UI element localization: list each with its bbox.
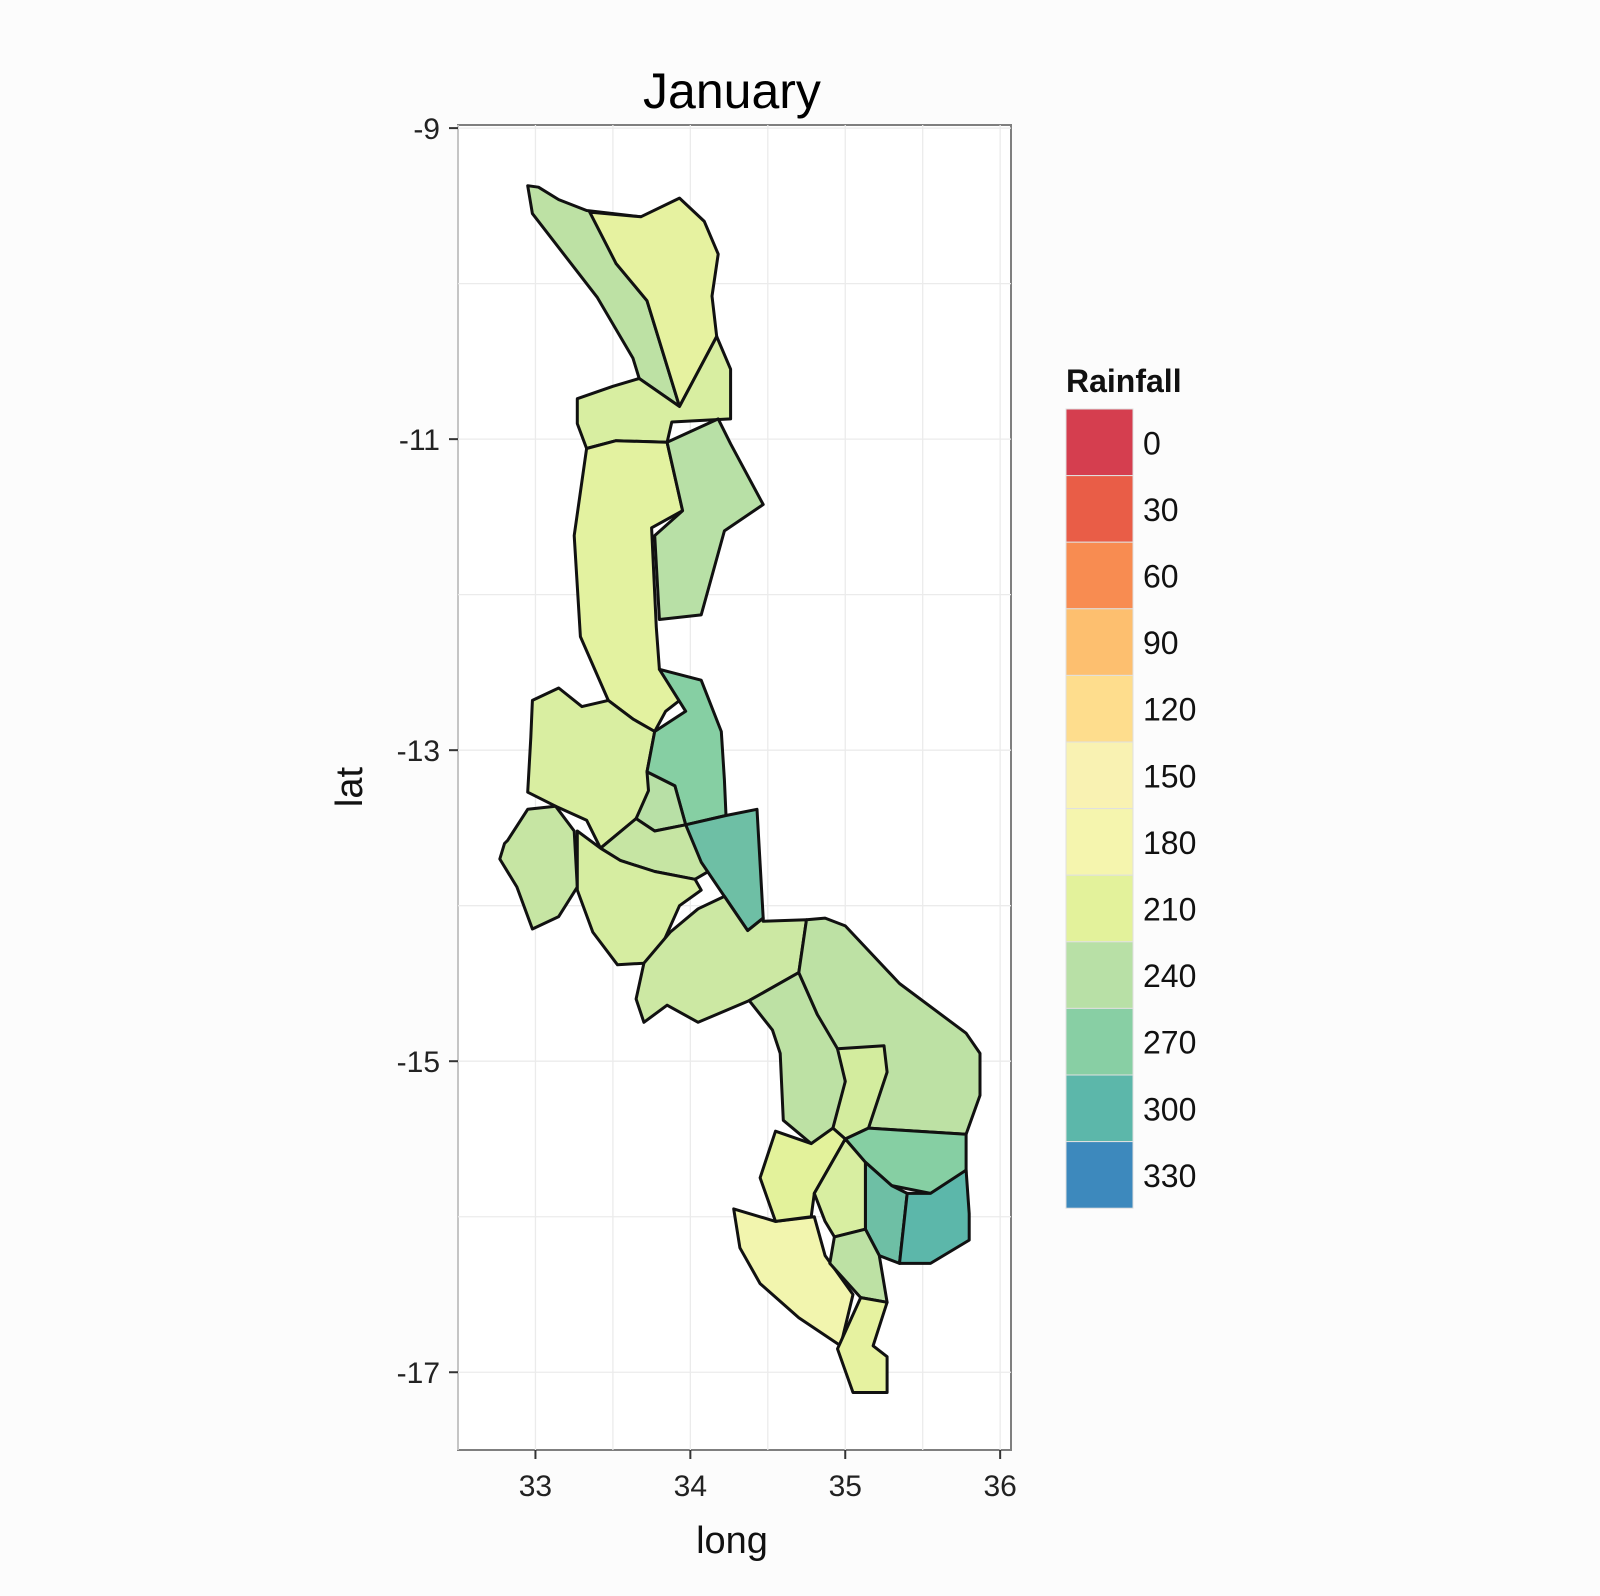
legend-label: 150 xyxy=(1143,758,1196,794)
legend-label: 240 xyxy=(1143,958,1196,994)
chart-title: January xyxy=(643,63,821,119)
x-tick-label: 36 xyxy=(983,1470,1016,1503)
x-tick-label: 35 xyxy=(829,1470,862,1503)
district-nkhata-bay xyxy=(653,417,765,621)
y-tick-label: -13 xyxy=(397,735,440,768)
x-tick-label: 34 xyxy=(674,1470,707,1503)
legend-label: 0 xyxy=(1143,425,1161,461)
x-tick-label: 33 xyxy=(519,1470,552,1503)
legend-label: 30 xyxy=(1143,492,1179,528)
legend-swatch xyxy=(1065,408,1134,477)
y-tick-label: -9 xyxy=(413,113,440,146)
district-mchinji xyxy=(498,804,579,931)
y-tick-label: -17 xyxy=(397,1357,440,1390)
axes: 33 34 35 36 -9 -11 -13 -15 -17 xyxy=(397,113,1017,1503)
legend-label: 330 xyxy=(1143,1158,1196,1194)
legend-swatch xyxy=(1065,941,1134,1009)
legend-label: 120 xyxy=(1143,692,1196,728)
legend-label: 60 xyxy=(1143,559,1179,595)
rainfall-legend: Rainfall 0 30 60 90 120 150 180 210 240 270 300 330 xyxy=(1065,363,1196,1209)
legend-swatch xyxy=(1065,475,1134,543)
legend-label: 300 xyxy=(1143,1091,1196,1127)
district-lilongwe xyxy=(575,829,703,967)
legend-swatch xyxy=(1065,608,1134,676)
legend-swatch xyxy=(1065,541,1134,610)
x-axis-label: long xyxy=(696,1520,768,1562)
legend-swatch xyxy=(1065,674,1134,743)
legend-swatch xyxy=(1065,1141,1134,1209)
y-axis-label: lat xyxy=(329,766,371,807)
district-nsanje xyxy=(836,1296,889,1394)
legend-swatch xyxy=(1065,808,1134,876)
legend-swatch xyxy=(1065,1007,1134,1076)
legend-swatch xyxy=(1065,741,1134,810)
legend-label: 180 xyxy=(1143,825,1196,861)
legend-title: Rainfall xyxy=(1066,363,1182,399)
y-tick-label: -11 xyxy=(399,424,440,457)
district-karonga xyxy=(588,196,720,408)
legend-label: 270 xyxy=(1143,1025,1196,1061)
legend-label: 90 xyxy=(1143,625,1179,661)
legend-label: 210 xyxy=(1143,892,1196,928)
y-tick-label: -15 xyxy=(397,1046,440,1079)
legend-swatch xyxy=(1065,874,1134,943)
district-phalombe xyxy=(898,1168,971,1265)
legend-swatch xyxy=(1065,1074,1134,1143)
district-regions xyxy=(498,184,982,1394)
